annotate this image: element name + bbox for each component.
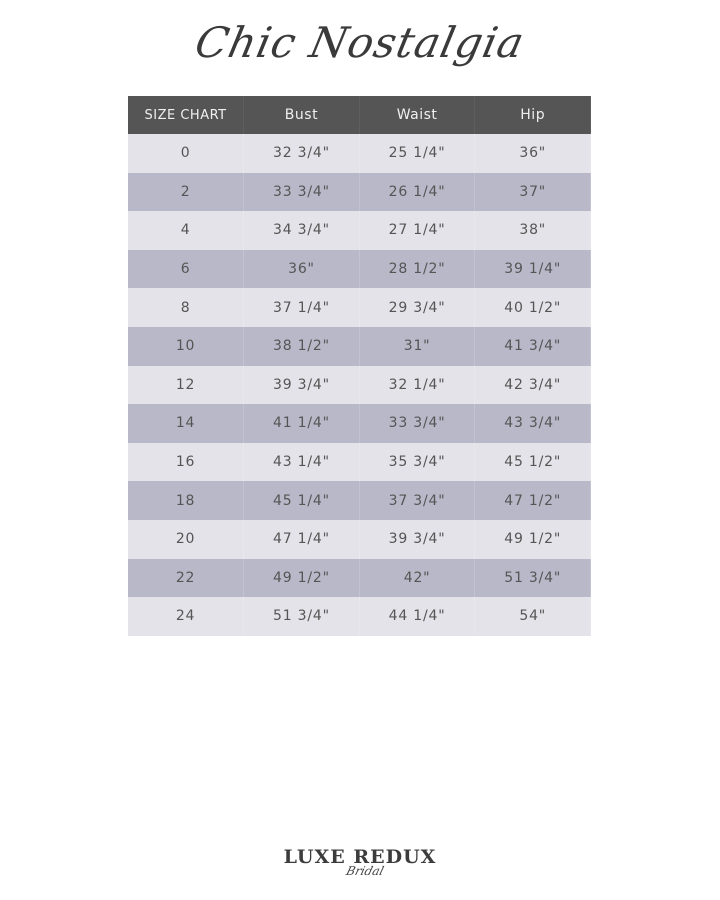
cell-waist: 25 1/4" (359, 134, 476, 173)
cell-waist: 42" (359, 558, 476, 598)
table-row: 22 49 1/2" 42" 51 3/4" (128, 558, 591, 598)
cell-hip: 43 3/4" (474, 404, 591, 443)
cell-size: 18 (128, 481, 245, 520)
cell-bust: 38 1/2" (243, 326, 360, 366)
cell-size: 4 (128, 211, 245, 250)
cell-waist: 31" (359, 326, 476, 366)
logo-main-text: LUXE REDUX (283, 846, 437, 868)
cell-bust: 43 1/4" (243, 442, 360, 482)
header-bust: Bust (243, 96, 360, 134)
cell-bust: 39 3/4" (243, 365, 360, 405)
table-row: 16 43 1/4" 35 3/4" 45 1/2" (128, 442, 591, 482)
cell-waist: 28 1/2" (359, 249, 476, 289)
cell-hip: 41 3/4" (474, 326, 591, 366)
cell-waist: 37 3/4" (359, 481, 476, 520)
cell-hip: 36" (474, 134, 591, 173)
cell-bust: 34 3/4" (243, 211, 360, 250)
cell-hip: 45 1/2" (474, 442, 591, 482)
table-row: 12 39 3/4" 32 1/4" 42 3/4" (128, 365, 591, 405)
table-row: 20 47 1/4" 39 3/4" 49 1/2" (128, 519, 591, 559)
table-row: 18 45 1/4" 37 3/4" 47 1/2" (128, 481, 591, 520)
table-row: 2 33 3/4" 26 1/4" 37" (128, 172, 591, 212)
cell-size: 10 (128, 326, 245, 366)
cell-hip: 37" (474, 172, 591, 212)
cell-hip: 42 3/4" (474, 365, 591, 405)
cell-waist: 29 3/4" (359, 288, 476, 327)
cell-waist: 39 3/4" (359, 519, 476, 559)
cell-size: 22 (128, 558, 245, 598)
table-header-row: SIZE CHART Bust Waist Hip (128, 96, 591, 134)
header-size: SIZE CHART (128, 96, 245, 134)
size-chart-table: SIZE CHART Bust Waist Hip 0 32 3/4" 25 1/4… (128, 96, 591, 636)
cell-bust: 51 3/4" (243, 597, 360, 636)
cell-waist: 26 1/4" (359, 172, 476, 212)
table-row: 4 34 3/4" 27 1/4" 38" (128, 211, 591, 250)
table-row: 24 51 3/4" 44 1/4" 54" (128, 597, 591, 636)
cell-waist: 32 1/4" (359, 365, 476, 405)
cell-bust: 47 1/4" (243, 519, 360, 559)
logo-sub-text: Bridal (344, 864, 386, 878)
cell-hip: 49 1/2" (474, 519, 591, 559)
cell-bust: 41 1/4" (243, 404, 360, 443)
brand-logo: LUXE REDUX Bridal (0, 846, 720, 878)
table-row: 6 36" 28 1/2" 39 1/4" (128, 249, 591, 289)
header-waist: Waist (359, 96, 476, 134)
cell-waist: 35 3/4" (359, 442, 476, 482)
cell-bust: 45 1/4" (243, 481, 360, 520)
cell-waist: 27 1/4" (359, 211, 476, 250)
cell-waist: 44 1/4" (359, 597, 476, 636)
cell-hip: 47 1/2" (474, 481, 591, 520)
cell-size: 24 (128, 597, 245, 636)
cell-bust: 32 3/4" (243, 134, 360, 173)
cell-bust: 49 1/2" (243, 558, 360, 598)
cell-hip: 39 1/4" (474, 249, 591, 289)
page-title: Chic Nostalgia (190, 18, 530, 67)
header-hip: Hip (474, 96, 591, 134)
cell-size: 12 (128, 365, 245, 405)
cell-hip: 51 3/4" (474, 558, 591, 598)
table-row: 14 41 1/4" 33 3/4" 43 3/4" (128, 404, 591, 443)
table-row: 0 32 3/4" 25 1/4" 36" (128, 134, 591, 173)
cell-hip: 40 1/2" (474, 288, 591, 327)
cell-size: 8 (128, 288, 245, 327)
cell-size: 0 (128, 134, 245, 173)
table-row: 10 38 1/2" 31" 41 3/4" (128, 326, 591, 366)
cell-size: 2 (128, 172, 245, 212)
cell-bust: 37 1/4" (243, 288, 360, 327)
cell-bust: 36" (243, 249, 360, 289)
cell-size: 16 (128, 442, 245, 482)
cell-hip: 38" (474, 211, 591, 250)
cell-size: 6 (128, 249, 245, 289)
cell-hip: 54" (474, 597, 591, 636)
table-row: 8 37 1/4" 29 3/4" 40 1/2" (128, 288, 591, 327)
cell-bust: 33 3/4" (243, 172, 360, 212)
cell-size: 20 (128, 519, 245, 559)
cell-size: 14 (128, 404, 245, 443)
cell-waist: 33 3/4" (359, 404, 476, 443)
